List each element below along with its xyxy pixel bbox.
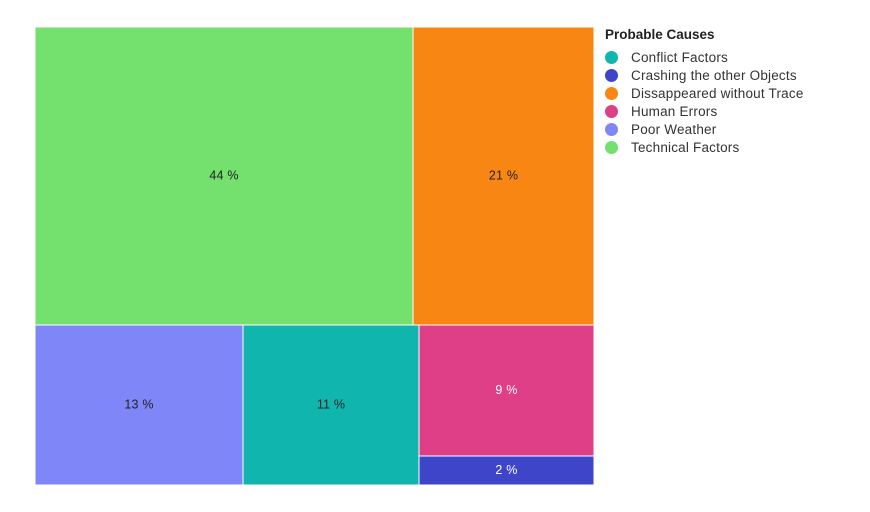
- legend-item-dissappeared-without-trace[interactable]: Dissappeared without Trace: [605, 84, 867, 102]
- legend-marker-icon: [605, 86, 618, 100]
- chart-legend: Probable Causes Conflict Factors Crashing…: [605, 27, 867, 156]
- legend-marker-icon: [605, 68, 618, 82]
- legend-item-crashing-the-other-objects[interactable]: Crashing the other Objects: [605, 66, 867, 84]
- treemap-tile-technical-factors[interactable]: 44 %: [34, 26, 414, 326]
- legend-label: Human Errors: [631, 103, 718, 119]
- treemap-rect-conflict-factors[interactable]: [242, 324, 420, 486]
- treemap-value-label: 2 %: [495, 463, 517, 477]
- treemap-value-label: 9 %: [495, 383, 517, 397]
- legend-label: Dissappeared without Trace: [631, 85, 804, 101]
- treemap-rect-technical-factors[interactable]: [34, 26, 414, 326]
- legend-marker-icon: [605, 140, 618, 154]
- treemap-tile-human-errors[interactable]: 9 %: [418, 324, 595, 457]
- legend-item-conflict-factors[interactable]: Conflict Factors: [605, 48, 867, 66]
- legend-marker-icon: [605, 122, 618, 136]
- legend-item-human-errors[interactable]: Human Errors: [605, 102, 867, 120]
- treemap-rect-crashing-the-other-objects[interactable]: [418, 455, 595, 486]
- legend-title: Probable Causes: [605, 27, 715, 42]
- legend-marker-icon: [605, 104, 618, 118]
- legend-label: Conflict Factors: [631, 49, 728, 65]
- treemap-tile-dissappeared-without-trace[interactable]: 21 %: [412, 26, 595, 326]
- treemap-tile-crashing-the-other-objects[interactable]: 2 %: [418, 455, 595, 486]
- legend-item-poor-weather[interactable]: Poor Weather: [605, 120, 867, 138]
- legend-marker-icon: [605, 50, 618, 64]
- legend-label: Poor Weather: [631, 121, 717, 137]
- legend-items: Conflict Factors Crashing the other Objec…: [605, 48, 867, 156]
- legend-label: Crashing the other Objects: [631, 67, 797, 83]
- treemap-value-label: 13 %: [124, 397, 153, 411]
- treemap-value-label: 44 %: [209, 168, 238, 182]
- treemap-rect-poor-weather[interactable]: [34, 324, 244, 486]
- treemap-value-label: 21 %: [489, 168, 518, 182]
- legend-item-technical-factors[interactable]: Technical Factors: [605, 138, 867, 156]
- treemap-tile-conflict-factors[interactable]: 11 %: [242, 324, 420, 486]
- treemap-value-label: 11 %: [317, 397, 345, 411]
- treemap-rect-human-errors[interactable]: [418, 324, 595, 457]
- treemap-tile-poor-weather[interactable]: 13 %: [34, 324, 244, 486]
- legend-label: Technical Factors: [631, 139, 740, 155]
- treemap-rect-dissappeared-without-trace[interactable]: [412, 26, 595, 326]
